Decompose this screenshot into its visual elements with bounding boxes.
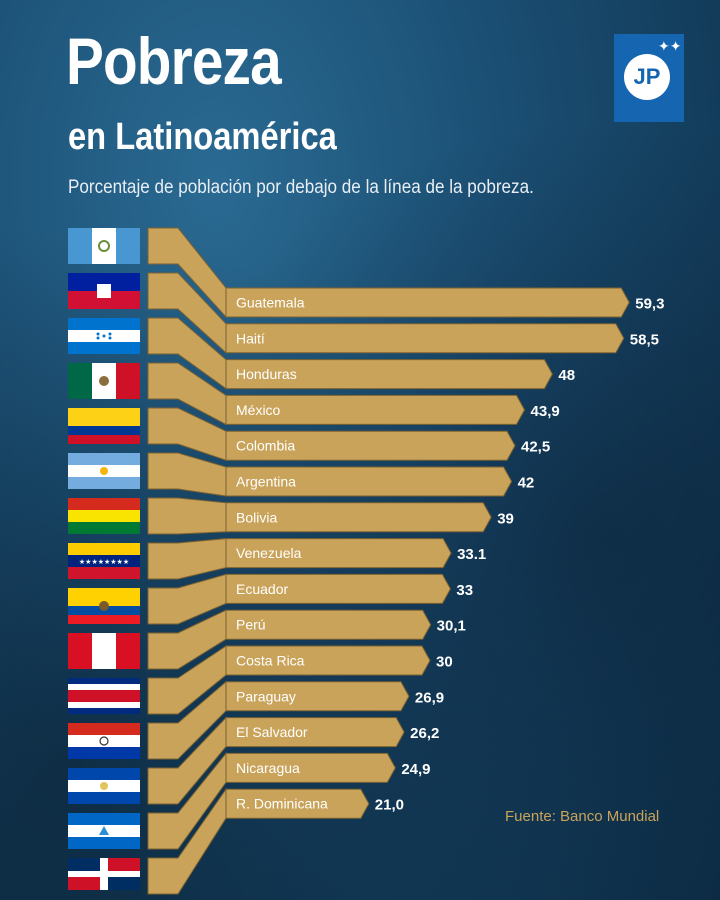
chart-description: Porcentaje de población por debajo de la… [68, 177, 534, 198]
flag-peru-icon [68, 633, 140, 669]
flag-mexico-icon [68, 363, 140, 399]
value-label: 24,9 [401, 761, 430, 778]
flag-guatemala-icon [68, 228, 140, 264]
category-label: R. Dominicana [236, 796, 328, 812]
category-label: México [236, 402, 281, 418]
flag-nicaragua-icon [68, 813, 140, 849]
bar-connector [147, 497, 227, 535]
bar [225, 466, 513, 497]
value-label: 26,2 [410, 725, 439, 742]
category-label: Venezuela [236, 545, 302, 561]
sparkle-icon: ✦✦ [658, 38, 682, 54]
category-label: Bolivia [236, 509, 277, 525]
flag-haiti-icon [68, 273, 140, 309]
category-label: Perú [236, 617, 266, 633]
bar [225, 394, 526, 425]
category-label: Colombia [236, 438, 295, 454]
bar-connector [147, 538, 227, 580]
value-label: 33 [456, 582, 473, 599]
value-label: 30,1 [437, 618, 466, 635]
source-label: Fuente: Banco Mundial [505, 808, 660, 825]
value-label: 39 [497, 510, 514, 527]
jp-logo-icon: ✦✦ JP [614, 34, 684, 122]
category-label: Honduras [236, 366, 297, 382]
bar-connector [147, 452, 227, 497]
bar [225, 609, 432, 640]
logo-text: JP [624, 54, 670, 100]
bar [225, 287, 630, 318]
category-label: El Salvador [236, 724, 308, 740]
bar [225, 359, 553, 390]
value-label: 58,5 [630, 331, 659, 348]
value-label: 43,9 [531, 403, 560, 420]
bar [225, 717, 405, 748]
category-label: Paraguay [236, 688, 296, 704]
bar [225, 538, 452, 569]
value-label: 42,5 [521, 439, 550, 456]
bar [225, 502, 492, 533]
flag-colombia-icon [68, 408, 140, 444]
category-label: Costa Rica [236, 653, 305, 669]
flag-costa-rica-icon [68, 678, 140, 714]
flag-el-salvador-icon [68, 768, 140, 804]
bar [225, 430, 516, 461]
category-label: Guatemala [236, 295, 305, 311]
bar [225, 752, 396, 783]
bar [225, 788, 370, 819]
value-label: 33.1 [457, 546, 486, 563]
bar [225, 681, 410, 712]
value-label: 42 [518, 475, 535, 492]
bar [225, 323, 625, 354]
flag-bolivia-icon [68, 498, 140, 534]
value-label: 48 [558, 367, 575, 384]
flag-dominican-republic-icon [68, 858, 140, 890]
bar [225, 573, 451, 604]
category-label: Ecuador [236, 581, 288, 597]
category-label: Argentina [236, 474, 296, 490]
value-label: 21,0 [375, 797, 404, 814]
category-label: Haití [236, 330, 265, 346]
page-title: Pobreza [66, 24, 282, 98]
flag-ecuador-icon [68, 588, 140, 624]
page-subtitle: en Latinoamérica [68, 116, 337, 158]
value-label: 30 [436, 654, 453, 671]
category-label: Nicaragua [236, 760, 300, 776]
flag-venezuela-icon: ★★★★★★★★ [68, 543, 140, 579]
flag-argentina-icon [68, 453, 140, 489]
svg-text:★★★★★★★★: ★★★★★★★★ [79, 558, 129, 566]
flag-paraguay-icon [68, 723, 140, 759]
flag-honduras-icon [68, 318, 140, 354]
value-label: 26,9 [415, 689, 444, 706]
bar [225, 645, 431, 676]
value-label: 59,3 [635, 296, 664, 313]
